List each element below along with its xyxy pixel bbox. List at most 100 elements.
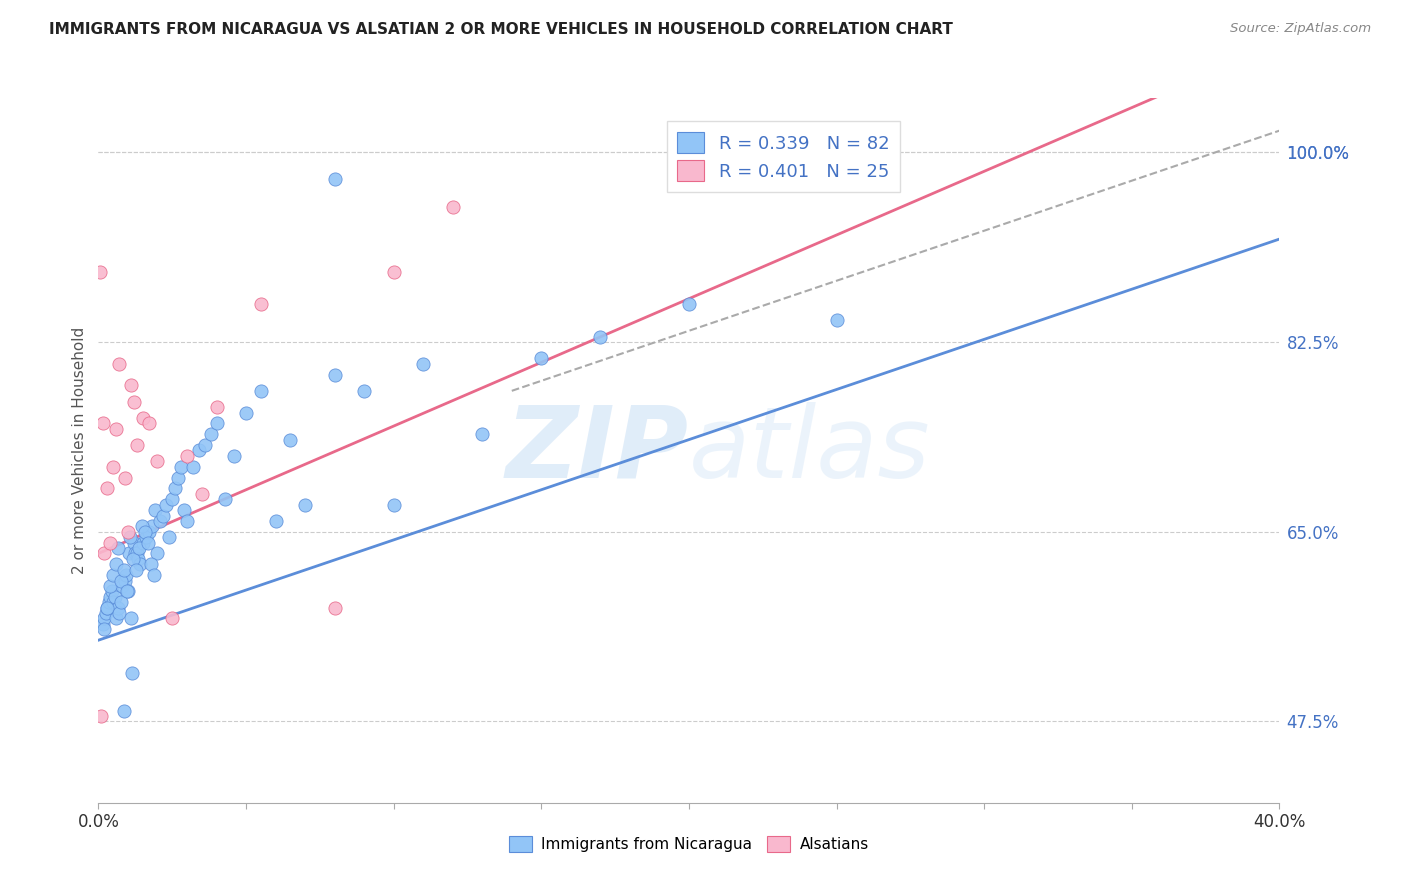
Point xyxy=(205,400,228,414)
Point xyxy=(110,595,132,609)
Point xyxy=(91,417,114,431)
Point xyxy=(93,623,115,637)
Point xyxy=(136,535,159,549)
Point xyxy=(250,297,273,311)
Point xyxy=(149,514,172,528)
Point xyxy=(110,574,132,588)
Point xyxy=(173,503,195,517)
Point xyxy=(96,600,118,615)
Point xyxy=(120,530,142,544)
Point xyxy=(138,417,160,431)
Point xyxy=(825,313,848,327)
Point xyxy=(97,595,120,609)
Point xyxy=(162,492,183,507)
Point xyxy=(530,351,553,366)
Point xyxy=(125,563,148,577)
Point xyxy=(205,417,228,431)
Point xyxy=(132,535,155,549)
Point xyxy=(162,611,183,625)
Point xyxy=(146,546,169,560)
Point xyxy=(589,329,612,343)
Point xyxy=(128,541,150,555)
Text: ZIP: ZIP xyxy=(506,402,689,499)
Point xyxy=(103,595,125,609)
Point xyxy=(107,600,129,615)
Legend: Immigrants from Nicaragua, Alsatians: Immigrants from Nicaragua, Alsatians xyxy=(503,830,875,859)
Point xyxy=(323,172,346,186)
Point xyxy=(152,508,174,523)
Point xyxy=(138,524,160,539)
Point xyxy=(146,454,169,468)
Point xyxy=(224,449,246,463)
Point xyxy=(108,606,131,620)
Point xyxy=(214,492,236,507)
Point xyxy=(93,611,115,625)
Point xyxy=(250,384,273,398)
Point xyxy=(167,470,190,484)
Point xyxy=(103,459,125,474)
Point xyxy=(125,546,148,560)
Point xyxy=(382,264,405,278)
Point xyxy=(98,535,121,549)
Point xyxy=(678,297,700,311)
Point xyxy=(112,563,135,577)
Point xyxy=(105,422,128,436)
Point xyxy=(157,530,180,544)
Point xyxy=(264,514,287,528)
Point xyxy=(90,709,112,723)
Point xyxy=(98,579,121,593)
Point xyxy=(96,600,118,615)
Point xyxy=(412,357,434,371)
Y-axis label: 2 or more Vehicles in Household: 2 or more Vehicles in Household xyxy=(72,326,87,574)
Point xyxy=(112,704,135,718)
Point xyxy=(165,482,187,496)
Point xyxy=(235,405,257,419)
Point xyxy=(323,368,346,382)
Point xyxy=(118,546,141,560)
Point xyxy=(194,438,217,452)
Point xyxy=(471,427,494,442)
Point xyxy=(382,498,405,512)
Point xyxy=(141,519,163,533)
Point xyxy=(115,568,138,582)
Point xyxy=(117,524,139,539)
Point xyxy=(101,568,124,582)
Point xyxy=(191,487,214,501)
Point xyxy=(120,611,142,625)
Point xyxy=(108,357,131,371)
Point xyxy=(96,482,118,496)
Point xyxy=(104,590,127,604)
Point xyxy=(94,606,117,620)
Point xyxy=(135,530,157,544)
Point xyxy=(181,459,204,474)
Point xyxy=(142,568,165,582)
Point xyxy=(122,535,145,549)
Point xyxy=(107,541,129,555)
Point xyxy=(122,394,145,409)
Point xyxy=(111,579,134,593)
Point xyxy=(200,427,222,442)
Point xyxy=(121,665,143,680)
Text: Source: ZipAtlas.com: Source: ZipAtlas.com xyxy=(1230,22,1371,36)
Point xyxy=(134,524,156,539)
Point xyxy=(139,558,162,572)
Point xyxy=(280,433,302,447)
Point xyxy=(176,514,198,528)
Point xyxy=(127,552,149,566)
Point xyxy=(131,519,153,533)
Point xyxy=(176,449,198,463)
Point xyxy=(120,378,142,392)
Point xyxy=(170,459,193,474)
Point xyxy=(128,558,150,572)
Point xyxy=(104,558,127,572)
Point xyxy=(143,503,166,517)
Point xyxy=(117,584,139,599)
Point xyxy=(105,611,128,625)
Point xyxy=(100,584,122,599)
Point xyxy=(155,498,177,512)
Point xyxy=(114,470,136,484)
Point xyxy=(89,264,111,278)
Point xyxy=(125,438,148,452)
Point xyxy=(353,384,375,398)
Text: atlas: atlas xyxy=(689,402,931,499)
